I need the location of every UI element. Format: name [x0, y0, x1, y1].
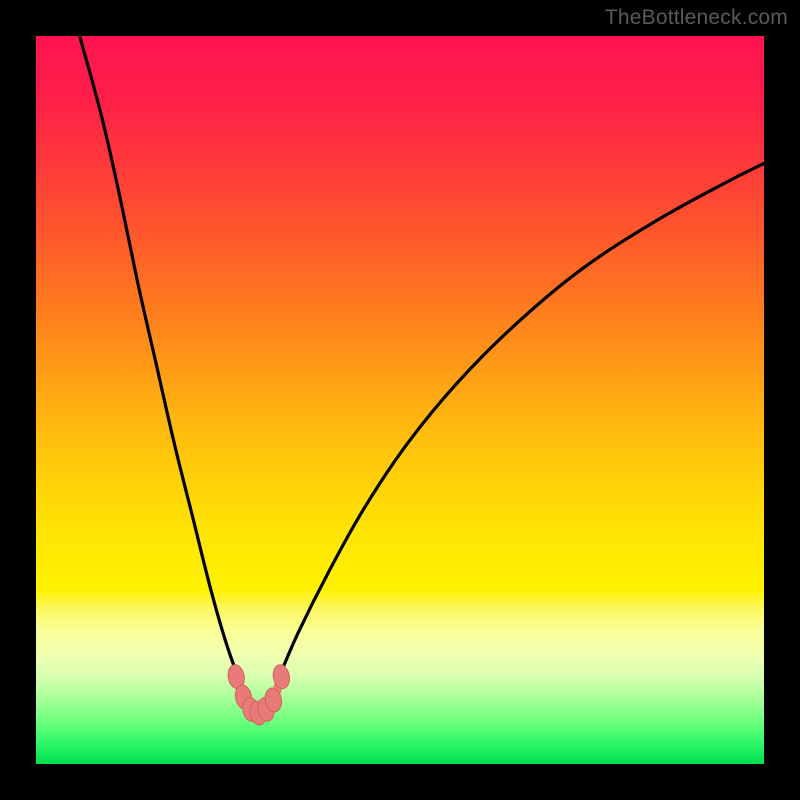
chart-container: TheBottleneck.com — [0, 0, 800, 800]
curve-right-branch — [280, 163, 764, 675]
curve-left-branch — [80, 36, 239, 678]
curve-overlay — [36, 36, 764, 764]
plot-area — [36, 36, 764, 764]
watermark-text: TheBottleneck.com — [605, 6, 788, 30]
